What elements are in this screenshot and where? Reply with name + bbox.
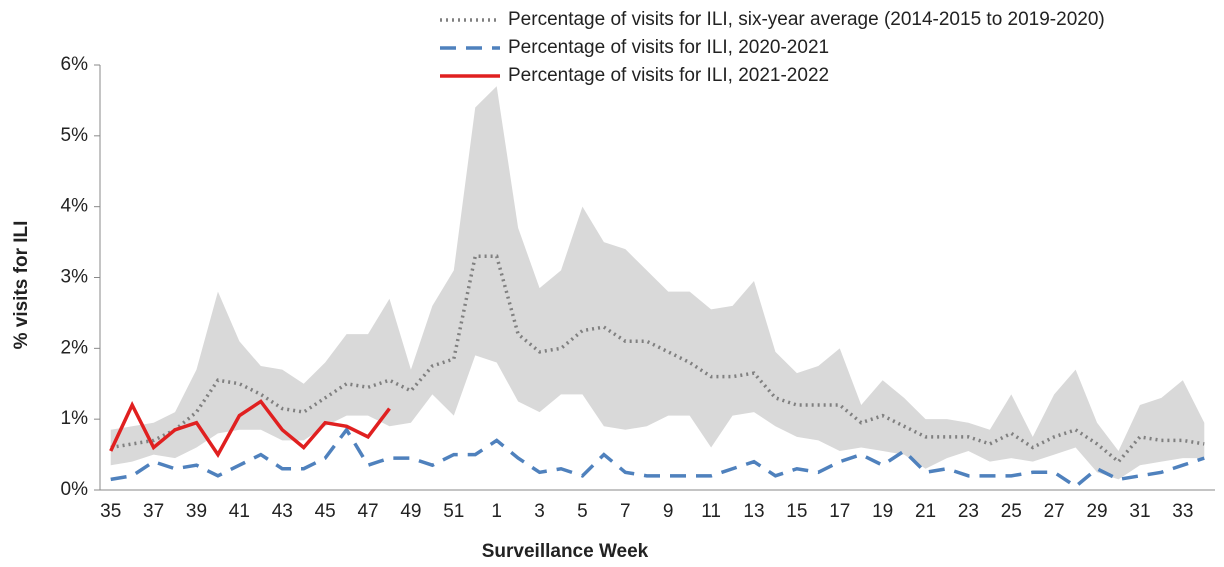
y-tick-label: 4% [61, 196, 89, 217]
x-tick-label: 31 [1129, 501, 1150, 522]
x-axis-label: Surveillance Week [482, 541, 649, 562]
x-tick-label: 15 [786, 501, 807, 522]
y-axis-label: % visits for ILI [11, 221, 32, 350]
y-tick-label: 6% [61, 54, 89, 75]
legend-label: Percentage of visits for ILI, 2021-2022 [508, 65, 829, 86]
x-tick-label: 51 [443, 501, 464, 522]
y-tick-label: 0% [61, 479, 89, 500]
x-tick-label: 43 [272, 501, 293, 522]
x-tick-label: 13 [743, 501, 764, 522]
series-line [109, 399, 391, 458]
x-tick-label: 33 [1172, 501, 1193, 522]
x-tick-label: 47 [357, 501, 378, 522]
y-tick-label: 5% [61, 125, 89, 146]
x-tick-label: 29 [1086, 501, 1107, 522]
range-band [110, 86, 1205, 480]
x-tick-label: 37 [143, 501, 164, 522]
x-tick-label: 23 [958, 501, 979, 522]
series-line [110, 254, 1205, 465]
x-tick-label: 3 [534, 501, 545, 522]
x-tick-label: 9 [663, 501, 674, 522]
x-tick-label: 19 [872, 501, 893, 522]
x-tick-label: 45 [315, 501, 336, 522]
x-tick-label: 1 [491, 501, 502, 522]
x-tick-label: 39 [186, 501, 207, 522]
x-tick-label: 21 [915, 501, 936, 522]
y-tick-label: 2% [61, 337, 89, 358]
x-tick-label: 7 [620, 501, 631, 522]
x-tick-label: 17 [829, 501, 850, 522]
x-tick-label: 27 [1044, 501, 1065, 522]
x-tick-label: 5 [577, 501, 588, 522]
legend-label: Percentage of visits for ILI, 2020-2021 [508, 37, 829, 58]
x-tick-label: 35 [100, 501, 121, 522]
x-tick-label: 49 [400, 501, 421, 522]
x-tick-label: 25 [1001, 501, 1022, 522]
x-tick-label: 41 [229, 501, 250, 522]
series-line [110, 426, 1205, 489]
y-tick-label: 1% [61, 408, 89, 429]
y-tick-label: 3% [61, 267, 89, 288]
x-tick-label: 11 [701, 501, 721, 522]
legend-label: Percentage of visits for ILI, six-year a… [508, 9, 1105, 30]
